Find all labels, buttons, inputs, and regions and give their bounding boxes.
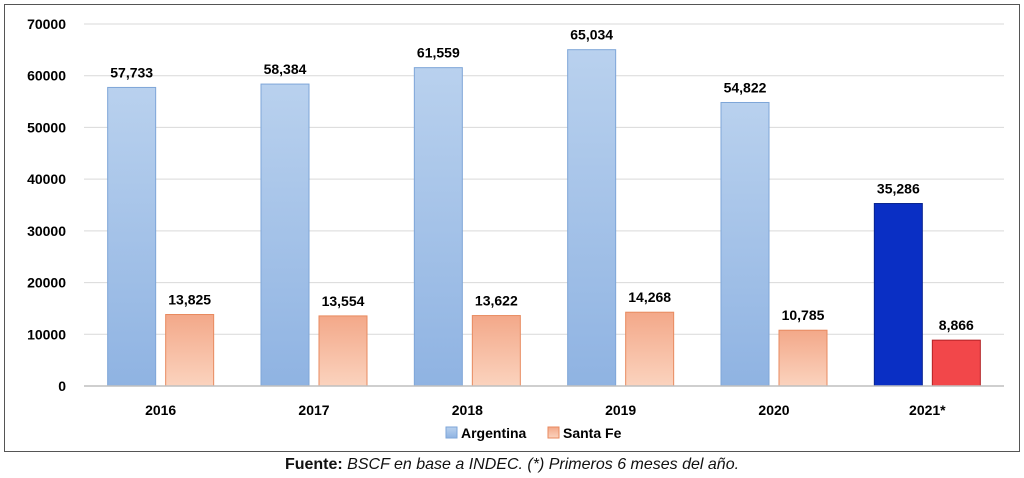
x-tick-label: 2017: [298, 402, 329, 418]
bar-chart: 0 10000 20000 30000 40000 50000 60000 70000 57,…: [27, 16, 1004, 441]
data-label: 8,866: [939, 317, 974, 333]
legend-label: Santa Fe: [563, 425, 622, 441]
data-label: 10,785: [782, 307, 825, 323]
x-tick-label: 2018: [452, 402, 483, 418]
bars: [107, 49, 981, 387]
bar-santa-fe-2016: [165, 314, 215, 387]
bar-argentina-2017: [260, 83, 310, 387]
legend-swatch: [547, 426, 560, 439]
y-tick-label: 40000: [27, 171, 66, 187]
x-tick-label: 2021*: [909, 402, 946, 418]
y-axis: 0 10000 20000 30000 40000 50000 60000 70000: [27, 16, 66, 394]
legend-swatch: [445, 426, 458, 439]
x-axis: 2016 2017 2018 2019 2020 2021*: [84, 385, 1004, 418]
chart-frame: [4, 4, 1020, 452]
y-tick-label: 0: [58, 378, 66, 394]
data-label: 13,825: [168, 292, 211, 308]
y-tick-label: 20000: [27, 275, 66, 291]
bar-santa-fe-2019: [625, 311, 675, 387]
y-tick-label: 60000: [27, 68, 66, 84]
legend: Argentina Santa Fe: [445, 425, 622, 441]
y-tick-label: 50000: [27, 119, 66, 135]
data-label: 13,554: [322, 293, 365, 309]
data-labels: 57,733 13,825 58,384 13,554 61,559 13,622 65,0…: [110, 27, 974, 333]
bar-santa-fe-2018: [471, 315, 521, 387]
bar-argentina-2016: [107, 86, 157, 387]
gridlines: [84, 23, 1004, 335]
data-label: 35,286: [877, 181, 920, 197]
legend-label: Argentina: [461, 425, 527, 441]
y-tick-label: 10000: [27, 326, 66, 342]
bar-santa-fe-2020: [778, 329, 828, 387]
x-tick-label: 2020: [758, 402, 789, 418]
data-label: 58,384: [264, 61, 307, 77]
source-note: Fuente: BSCF en base a INDEC. (*) Primer…: [0, 456, 1024, 474]
bar-argentina-2020: [720, 101, 770, 387]
bar-argentina-2021: [873, 203, 923, 387]
data-label: 13,622: [475, 293, 518, 309]
x-tick-label: 2016: [145, 402, 176, 418]
bar-santa-fe-2017: [318, 315, 368, 387]
source-lead: Fuente:: [284, 456, 343, 473]
data-label: 54,822: [724, 79, 767, 95]
data-label: 14,268: [628, 289, 671, 305]
data-label: 61,559: [417, 45, 460, 61]
bar-argentina-2018: [413, 67, 463, 387]
data-label: 57,733: [110, 64, 153, 80]
source-text: BSCF en base a INDEC. (*) Primeros 6 mes…: [342, 456, 740, 473]
data-label: 65,034: [570, 27, 613, 43]
bar-santa-fe-2021: [931, 339, 981, 387]
y-tick-label: 70000: [27, 16, 66, 32]
y-tick-label: 30000: [27, 223, 66, 239]
x-tick-label: 2019: [605, 402, 636, 418]
bar-argentina-2019: [567, 49, 617, 387]
